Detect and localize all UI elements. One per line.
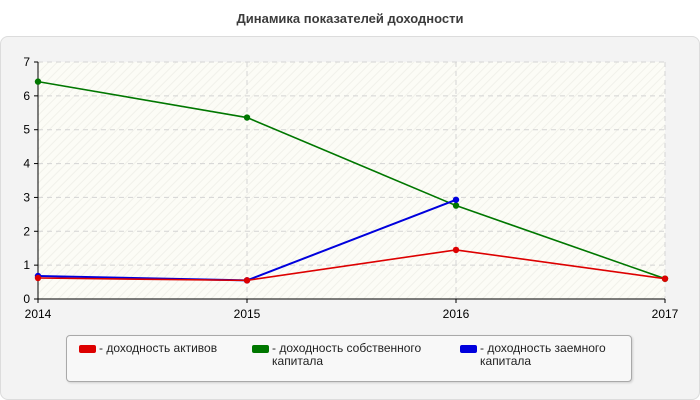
x-tick-label: 2014 — [25, 307, 52, 321]
data-point-debt[interactable] — [452, 196, 460, 203]
y-tick-label: 3 — [23, 190, 30, 204]
x-tick-label: 2015 — [234, 307, 261, 321]
series-group — [34, 78, 669, 284]
x-tick-label: 2017 — [652, 307, 679, 321]
x-tick-label: 2016 — [443, 307, 470, 321]
y-tick-label: 7 — [23, 55, 30, 69]
y-tick-label: 2 — [23, 224, 30, 238]
legend-item-debt[interactable]: - доходность заемного капитала — [460, 342, 625, 368]
data-point-equity[interactable] — [452, 202, 460, 209]
grid — [38, 61, 666, 299]
data-point-equity[interactable] — [243, 114, 251, 121]
y-tick-label: 6 — [23, 89, 30, 103]
legend-item-assets[interactable]: - доходность активов — [79, 342, 239, 355]
series-line-assets — [37, 249, 666, 282]
data-point-assets[interactable] — [661, 275, 669, 282]
data-point-assets[interactable] — [34, 274, 42, 282]
series-line-equity — [37, 80, 666, 280]
legend-swatch-debt — [460, 345, 477, 353]
data-point-assets[interactable] — [452, 246, 460, 254]
series-assets — [34, 246, 669, 284]
legend-swatch-assets — [79, 345, 96, 353]
legend-item-equity[interactable]: - доходность собственного капитала — [252, 342, 442, 368]
y-tick-label: 4 — [23, 157, 30, 171]
y-tick-label: 0 — [23, 292, 30, 306]
legend-label-debt: - доходность заемного капитала — [480, 341, 606, 368]
plot-area — [38, 62, 665, 299]
legend-label-assets: - доходность активов — [99, 341, 218, 355]
tick-labels: 0 1 2 3 4 5 6 7 2014 2015 2016 2017 — [23, 55, 678, 321]
legend-swatch-equity — [252, 345, 269, 353]
data-point-equity[interactable] — [34, 78, 42, 85]
legend: - доходность активов - доходность собств… — [66, 335, 632, 382]
chart-title: Динамика показателей доходности — [236, 11, 464, 26]
y-tick-label: 1 — [23, 258, 30, 272]
y-tick-label: 5 — [23, 123, 30, 137]
legend-label-equity: - доходность собственного капитала — [272, 341, 422, 368]
data-point-assets[interactable] — [243, 277, 251, 284]
axes — [34, 61, 666, 303]
